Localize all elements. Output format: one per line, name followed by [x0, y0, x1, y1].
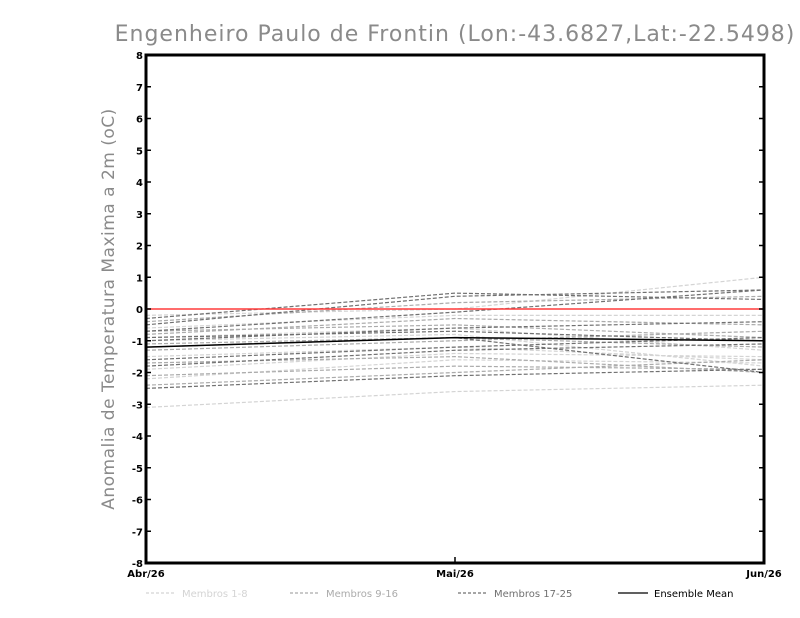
y-tick-label: -3 — [132, 400, 143, 411]
member-line-1 — [145, 384, 765, 409]
y-tick-label: -2 — [132, 369, 143, 380]
y-tick-label: -8 — [132, 559, 143, 570]
member-line-17 — [145, 368, 765, 389]
member-line-15 — [145, 330, 765, 351]
legend-label-4: Ensemble Mean — [654, 589, 733, 600]
x-tick-label: Abr/26 — [127, 569, 164, 580]
y-tick-label: -5 — [132, 464, 143, 475]
member-line-18 — [145, 343, 765, 367]
ensemble-mean-line — [145, 336, 765, 348]
y-tick-label: 1 — [136, 273, 143, 284]
member-line-23 — [145, 289, 765, 326]
y-tick-label: -4 — [132, 432, 143, 443]
member-line-5 — [145, 314, 764, 329]
member-line-6 — [145, 333, 765, 367]
y-tick-label: -6 — [132, 496, 143, 507]
member-line-9 — [145, 359, 765, 386]
y-tick-label: -1 — [132, 337, 143, 348]
legend-label-1: Membros 1-8 — [182, 589, 248, 600]
legend-label-3: Membros 17-25 — [494, 589, 572, 600]
y-tick-label: 6 — [136, 115, 143, 126]
legend: Membros 1-8 Membros 9-16 Membros 17-25 Ense… — [146, 589, 733, 600]
y-tick-label: 3 — [136, 210, 143, 221]
legend-label-2: Membros 9-16 — [326, 589, 398, 600]
y-tick-label: 8 — [136, 51, 143, 62]
y-tick-label: 4 — [136, 178, 143, 189]
chart-title: Engenheiro Paulo de Frontin (Lon:-43.682… — [115, 22, 796, 47]
axis-ticks: -8 -7 -6 -5 -4 -3 -2 -1 0 1 2 3 4 5 6 7 8 Abr/26 Mai/26 Jun… — [127, 51, 782, 580]
x-tick-label: Jun/26 — [745, 569, 782, 580]
member-line-16 — [145, 317, 765, 335]
member-line-3 — [145, 352, 765, 370]
member-line-19 — [145, 336, 765, 361]
member-line-25 — [145, 321, 765, 342]
plot-lines — [145, 276, 765, 409]
y-tick-label: -7 — [132, 527, 143, 538]
x-tick-label: Mai/26 — [436, 569, 474, 580]
member-line-10 — [145, 365, 765, 377]
y-tick-label: 2 — [136, 242, 143, 253]
y-axis-label: Anomalia de Temperatura Maxima a 2m (oC) — [99, 108, 119, 510]
member-line-24 — [145, 292, 765, 320]
y-tick-label: 7 — [136, 83, 143, 94]
y-tick-label: 5 — [136, 146, 143, 157]
y-tick-label: 0 — [136, 305, 143, 316]
member-line-21 — [145, 330, 765, 342]
